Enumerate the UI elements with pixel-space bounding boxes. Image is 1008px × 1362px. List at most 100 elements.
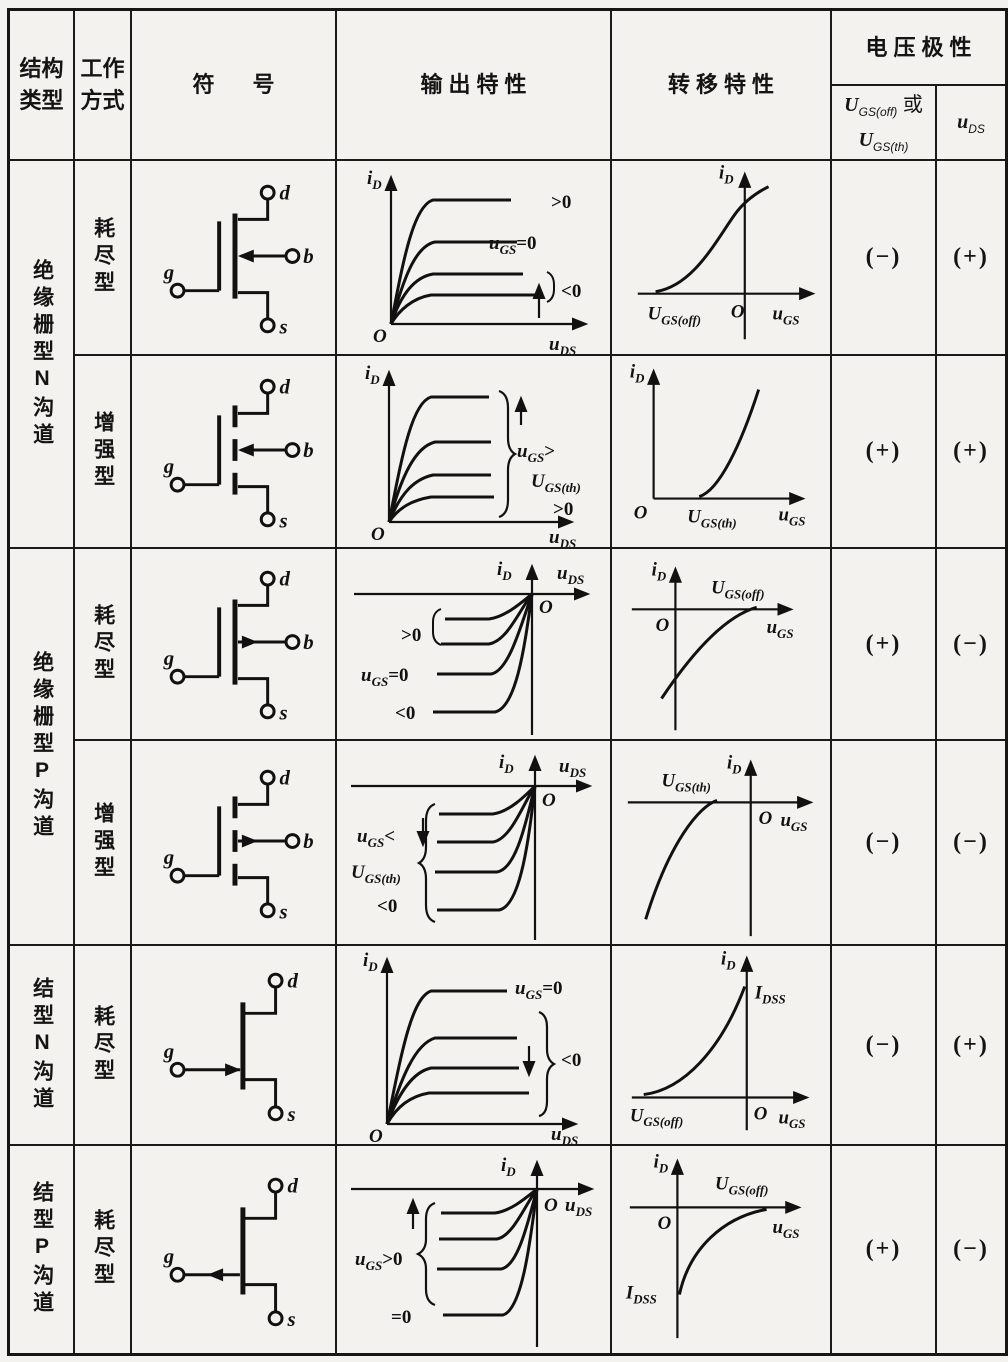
x-axis-label: uDS <box>557 563 584 587</box>
terminal-d: d <box>280 568 291 591</box>
header-working-mode: 工作 方式 <box>75 11 132 161</box>
terminal-d: d <box>287 970 298 993</box>
y-axis-label: iD <box>501 1155 516 1179</box>
transfer-plot-pmos-depletion: iD O uGS UGS(off) <box>612 549 832 741</box>
curve-group-brace <box>416 802 435 923</box>
terminal-d: d <box>280 375 291 398</box>
axes <box>627 758 814 936</box>
threshold-voltage-label: UGS(th) <box>662 770 711 794</box>
idss-label: IDSS <box>625 1283 657 1307</box>
transfer-plot: iD O uGS UGS(th) <box>630 361 806 530</box>
transfer-plot: iD O uGS UGS(th) <box>627 752 814 936</box>
symbol-nmos-enhancement: g d b s <box>132 356 337 549</box>
output-plot: iD O uDS uGS>0 =0 <box>350 1155 594 1347</box>
terminal-g: g <box>163 1244 174 1267</box>
mode-row4: 增强型 <box>75 741 132 946</box>
curve-group-brace <box>538 1010 556 1118</box>
condition-line3: <0 <box>377 896 397 917</box>
pmos-depletion-symbol: g d b s <box>163 568 314 725</box>
threshold-voltage-label: UGS(th) <box>687 506 736 530</box>
idss-label: IDSS <box>754 982 786 1006</box>
condition-line2: UGS(th) <box>351 862 401 886</box>
pmos-enhancement-symbol: g d b s <box>163 766 314 923</box>
x-axis-label: uGS <box>767 617 794 641</box>
header-voltage-polarity: 电压极性 <box>832 11 1005 86</box>
transfer-plot: iD O uGS IDSS UGS(off) <box>630 949 810 1131</box>
terminal-b: b <box>303 829 313 852</box>
cutoff-voltage-label: UGS(off) <box>630 1105 683 1129</box>
terminal-s: s <box>286 1103 295 1126</box>
origin-label: O <box>731 301 745 322</box>
y-axis-label: iD <box>630 361 645 385</box>
transfer-curve <box>644 798 718 920</box>
header-mode-label: 工作 方式 <box>80 56 125 113</box>
polarity-ugs-row3: (+) <box>832 549 937 741</box>
symbol-jfet-p-channel: g d s <box>132 1146 337 1353</box>
output-plot-jfet-n: iD O uDS uGS=0 <0 <box>337 946 612 1146</box>
x-axis-label: uGS <box>773 1217 800 1241</box>
transfer-plot: iD O uGS UGS(off) <box>637 162 816 339</box>
axes <box>353 563 590 735</box>
transfer-curve <box>660 605 758 700</box>
polarity-ugs-row6: (+) <box>832 1146 937 1353</box>
origin-label: O <box>754 1103 768 1124</box>
jfet-n-symbol: g d s <box>163 970 299 1127</box>
polarity-ugs-row4: (−) <box>832 741 937 946</box>
terminal-s: s <box>279 701 288 724</box>
header-output-label: 输出特性 <box>420 72 533 98</box>
axes <box>379 956 578 1131</box>
structure-junction-n-channel: 结型N沟道 <box>10 946 75 1146</box>
nmos-depletion-symbol: g d b s <box>163 181 314 338</box>
jfet-outline <box>169 972 284 1122</box>
origin-label: O <box>539 597 553 618</box>
terminal-d: d <box>280 181 291 204</box>
mode-row2: 增强型 <box>75 356 132 549</box>
symbol-pmos-depletion: g d b s <box>132 549 337 741</box>
curve-label-ugs0: uGS=0 <box>489 233 537 257</box>
axes <box>647 367 806 505</box>
curve-label-ugs-gt0: uGS>0 <box>355 1249 403 1273</box>
transfer-curve <box>643 986 747 1097</box>
origin-label: O <box>373 326 387 347</box>
transfer-plot-pmos-enhancement: iD O uGS UGS(th) <box>612 741 832 946</box>
mode-row6: 耗尽型 <box>75 1146 132 1353</box>
condition-line3: >0 <box>553 499 573 520</box>
polarity-ugs-row1: (−) <box>832 161 937 356</box>
header-ugs-label: UGS(off) 或 UGS(th) <box>844 94 923 154</box>
y-axis-label: iD <box>499 752 514 776</box>
header-symbol: 符 号 <box>132 11 337 161</box>
terminal-g: g <box>163 845 174 868</box>
output-plot: iD O uDS uGS=0 <0 <box>363 950 581 1144</box>
curve-label-gt0: >0 <box>551 192 571 213</box>
characteristic-curves <box>387 395 494 523</box>
x-axis-label: uDS <box>551 1124 578 1144</box>
axes <box>631 955 810 1131</box>
y-axis-label: iD <box>654 1152 669 1176</box>
terminal-g: g <box>163 260 174 283</box>
fet-characteristics-table: 结构 类型 工作 方式 符 号 输出特性 转移特性 电压极性 UGS(off) … <box>7 8 1008 1356</box>
header-structure-label: 结构 类型 <box>19 56 64 113</box>
origin-label: O <box>544 1195 558 1216</box>
origin-label: O <box>658 1213 672 1234</box>
y-axis-label: iD <box>719 162 734 186</box>
bulk-arrow-in <box>237 249 254 262</box>
condition-line1: uGS< <box>357 826 395 850</box>
terminal-s: s <box>286 1308 295 1331</box>
origin-label: O <box>634 502 648 523</box>
polarity-uds-row2: (+) <box>937 356 1005 549</box>
terminal-s: s <box>279 900 288 923</box>
output-plot: iD O uDS >0 uGS=0 <0 <box>353 559 590 735</box>
characteristic-curves <box>432 592 533 714</box>
curve-group-bracket <box>546 270 555 303</box>
mode-row5: 耗尽型 <box>75 946 132 1146</box>
terminal-b: b <box>303 438 313 461</box>
origin-label: O <box>369 1126 383 1144</box>
condition-line1: uGS> <box>517 441 555 465</box>
cutoff-voltage-label: UGS(off) <box>648 303 701 327</box>
terminal-g: g <box>163 647 174 670</box>
transfer-plot-nmos-enhancement: iD O uGS UGS(th) <box>612 356 832 549</box>
gate-arrow-in <box>225 1063 241 1077</box>
origin-label: O <box>759 808 773 829</box>
structure-insulated-gate-p-channel: 绝缘栅型P沟道 <box>10 549 75 946</box>
